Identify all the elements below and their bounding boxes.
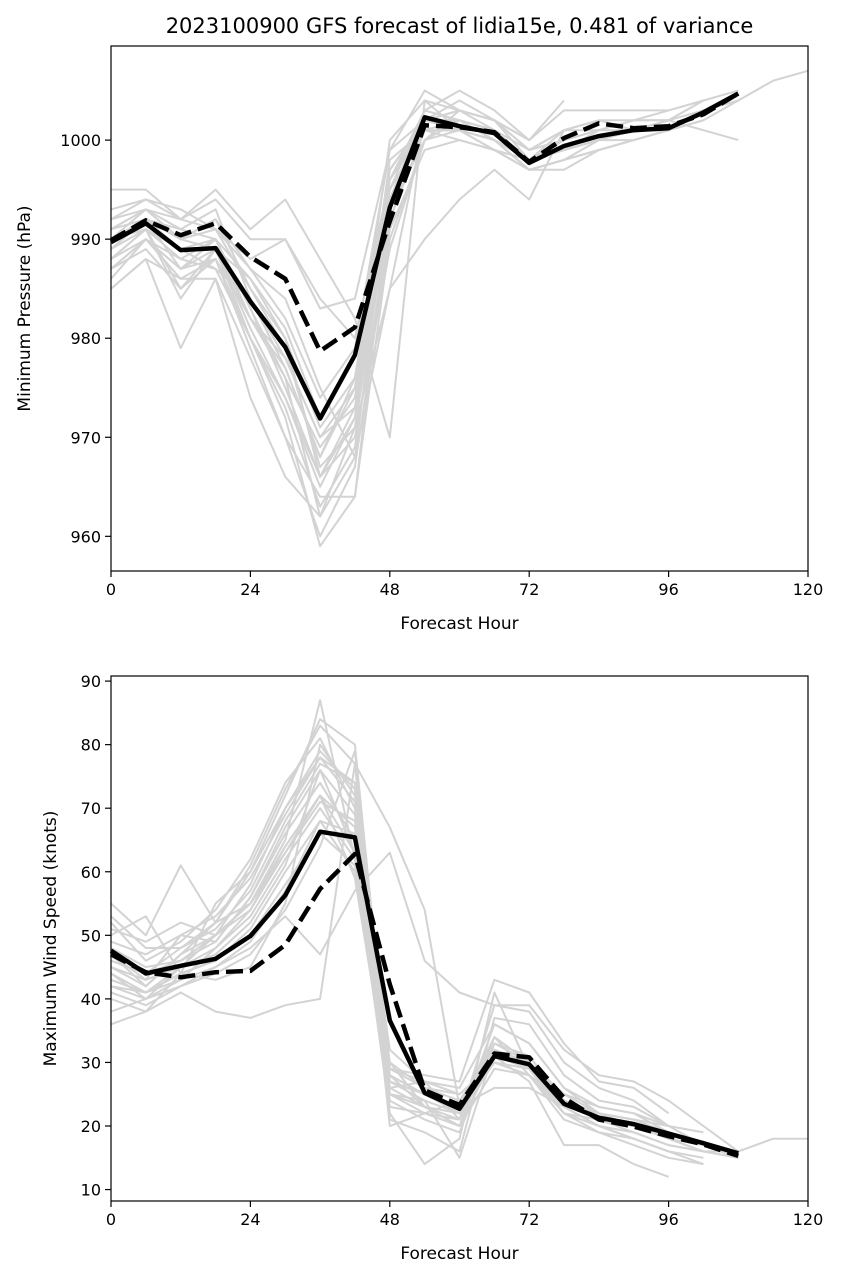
summary-lines [109,829,740,1159]
ensemble-member-line-12 [110,737,670,1134]
y-tick-label: 960 [70,527,101,546]
ensemble-member-line-16 [110,119,704,478]
dashed-series-line [109,91,740,354]
x-tick-label: 120 [793,1210,824,1229]
y-tick-label: 90 [81,672,101,691]
y-tick-label: 30 [81,1053,101,1072]
x-axis-label: Forecast Hour [400,614,518,634]
y-tick-label: 990 [70,230,101,249]
ensemble-member-line-23 [110,129,599,518]
ensemble-lines [110,69,809,548]
y-tick-label: 40 [81,990,101,1009]
summary-lines [109,91,740,421]
x-axis: 0 24 48 72 96 120 [106,1201,823,1229]
dashed-series-line [109,851,740,1159]
x-tick-label: 72 [519,1210,539,1229]
ensemble-member-line-1 [111,99,669,439]
x-tick-label: 0 [106,580,116,599]
ensemble-member-line-22 [110,794,669,1178]
ensemble-member-line-23 [110,800,670,1115]
ensemble-member-line-22 [110,119,669,459]
ensemble-member-line-17 [110,99,739,488]
x-tick-label: 120 [793,580,824,599]
y-tick-label: 20 [81,1117,101,1136]
wind-panel: 0 24 48 72 96 120 10 20 30 40 50 60 70 80 90 Forecast… [41,672,823,1264]
plot-frame [110,45,809,572]
ensemble-member-line-12 [110,69,809,538]
y-tick-label: 50 [81,926,101,945]
x-tick-label: 48 [380,580,400,599]
chart-title: 2023100900 GFS forecast of lidia15e, 0.4… [166,14,754,38]
solid-series-line [109,829,739,1156]
y-tick-label: 980 [70,329,101,348]
x-tick-label: 24 [240,580,260,599]
ensemble-member-line-17 [110,807,704,1159]
x-axis: 0 24 48 72 96 120 [106,571,823,599]
y-tick-label: 10 [81,1181,101,1200]
x-axis-label: Forecast Hour [400,1244,518,1264]
y-tick-label: 1000 [60,131,101,150]
y-tick-label: 70 [81,799,101,818]
y-axis-label: Maximum Wind Speed (knots) [41,811,61,1067]
x-tick-label: 24 [240,1210,260,1229]
ensemble-member-line-14 [110,99,704,340]
plot-frame [110,675,809,1202]
ensemble-member-line-2 [110,718,704,1146]
y-axis-label: Minimum Pressure (hPa) [15,205,35,411]
pressure-panel: 2023100900 GFS forecast of lidia15e, 0.4… [15,14,823,634]
x-tick-label: 0 [106,1210,116,1229]
ensemble-member-line-19 [110,819,704,1166]
ensemble-member-line-21 [110,851,739,1153]
x-tick-label: 96 [658,580,678,599]
y-axis: 10 20 30 40 50 60 70 80 90 [81,672,111,1200]
y-tick-label: 970 [70,428,101,447]
y-tick-label: 60 [81,863,101,882]
ensemble-member-line-16 [110,724,670,1153]
x-tick-label: 96 [658,1210,678,1229]
x-tick-label: 72 [519,580,539,599]
x-tick-label: 48 [380,1210,400,1229]
ensemble-member-line-5 [110,99,565,548]
y-axis: 960 970 980 990 1000 [60,131,111,546]
y-tick-label: 80 [81,736,101,755]
ensemble-member-line-15 [110,819,704,1134]
